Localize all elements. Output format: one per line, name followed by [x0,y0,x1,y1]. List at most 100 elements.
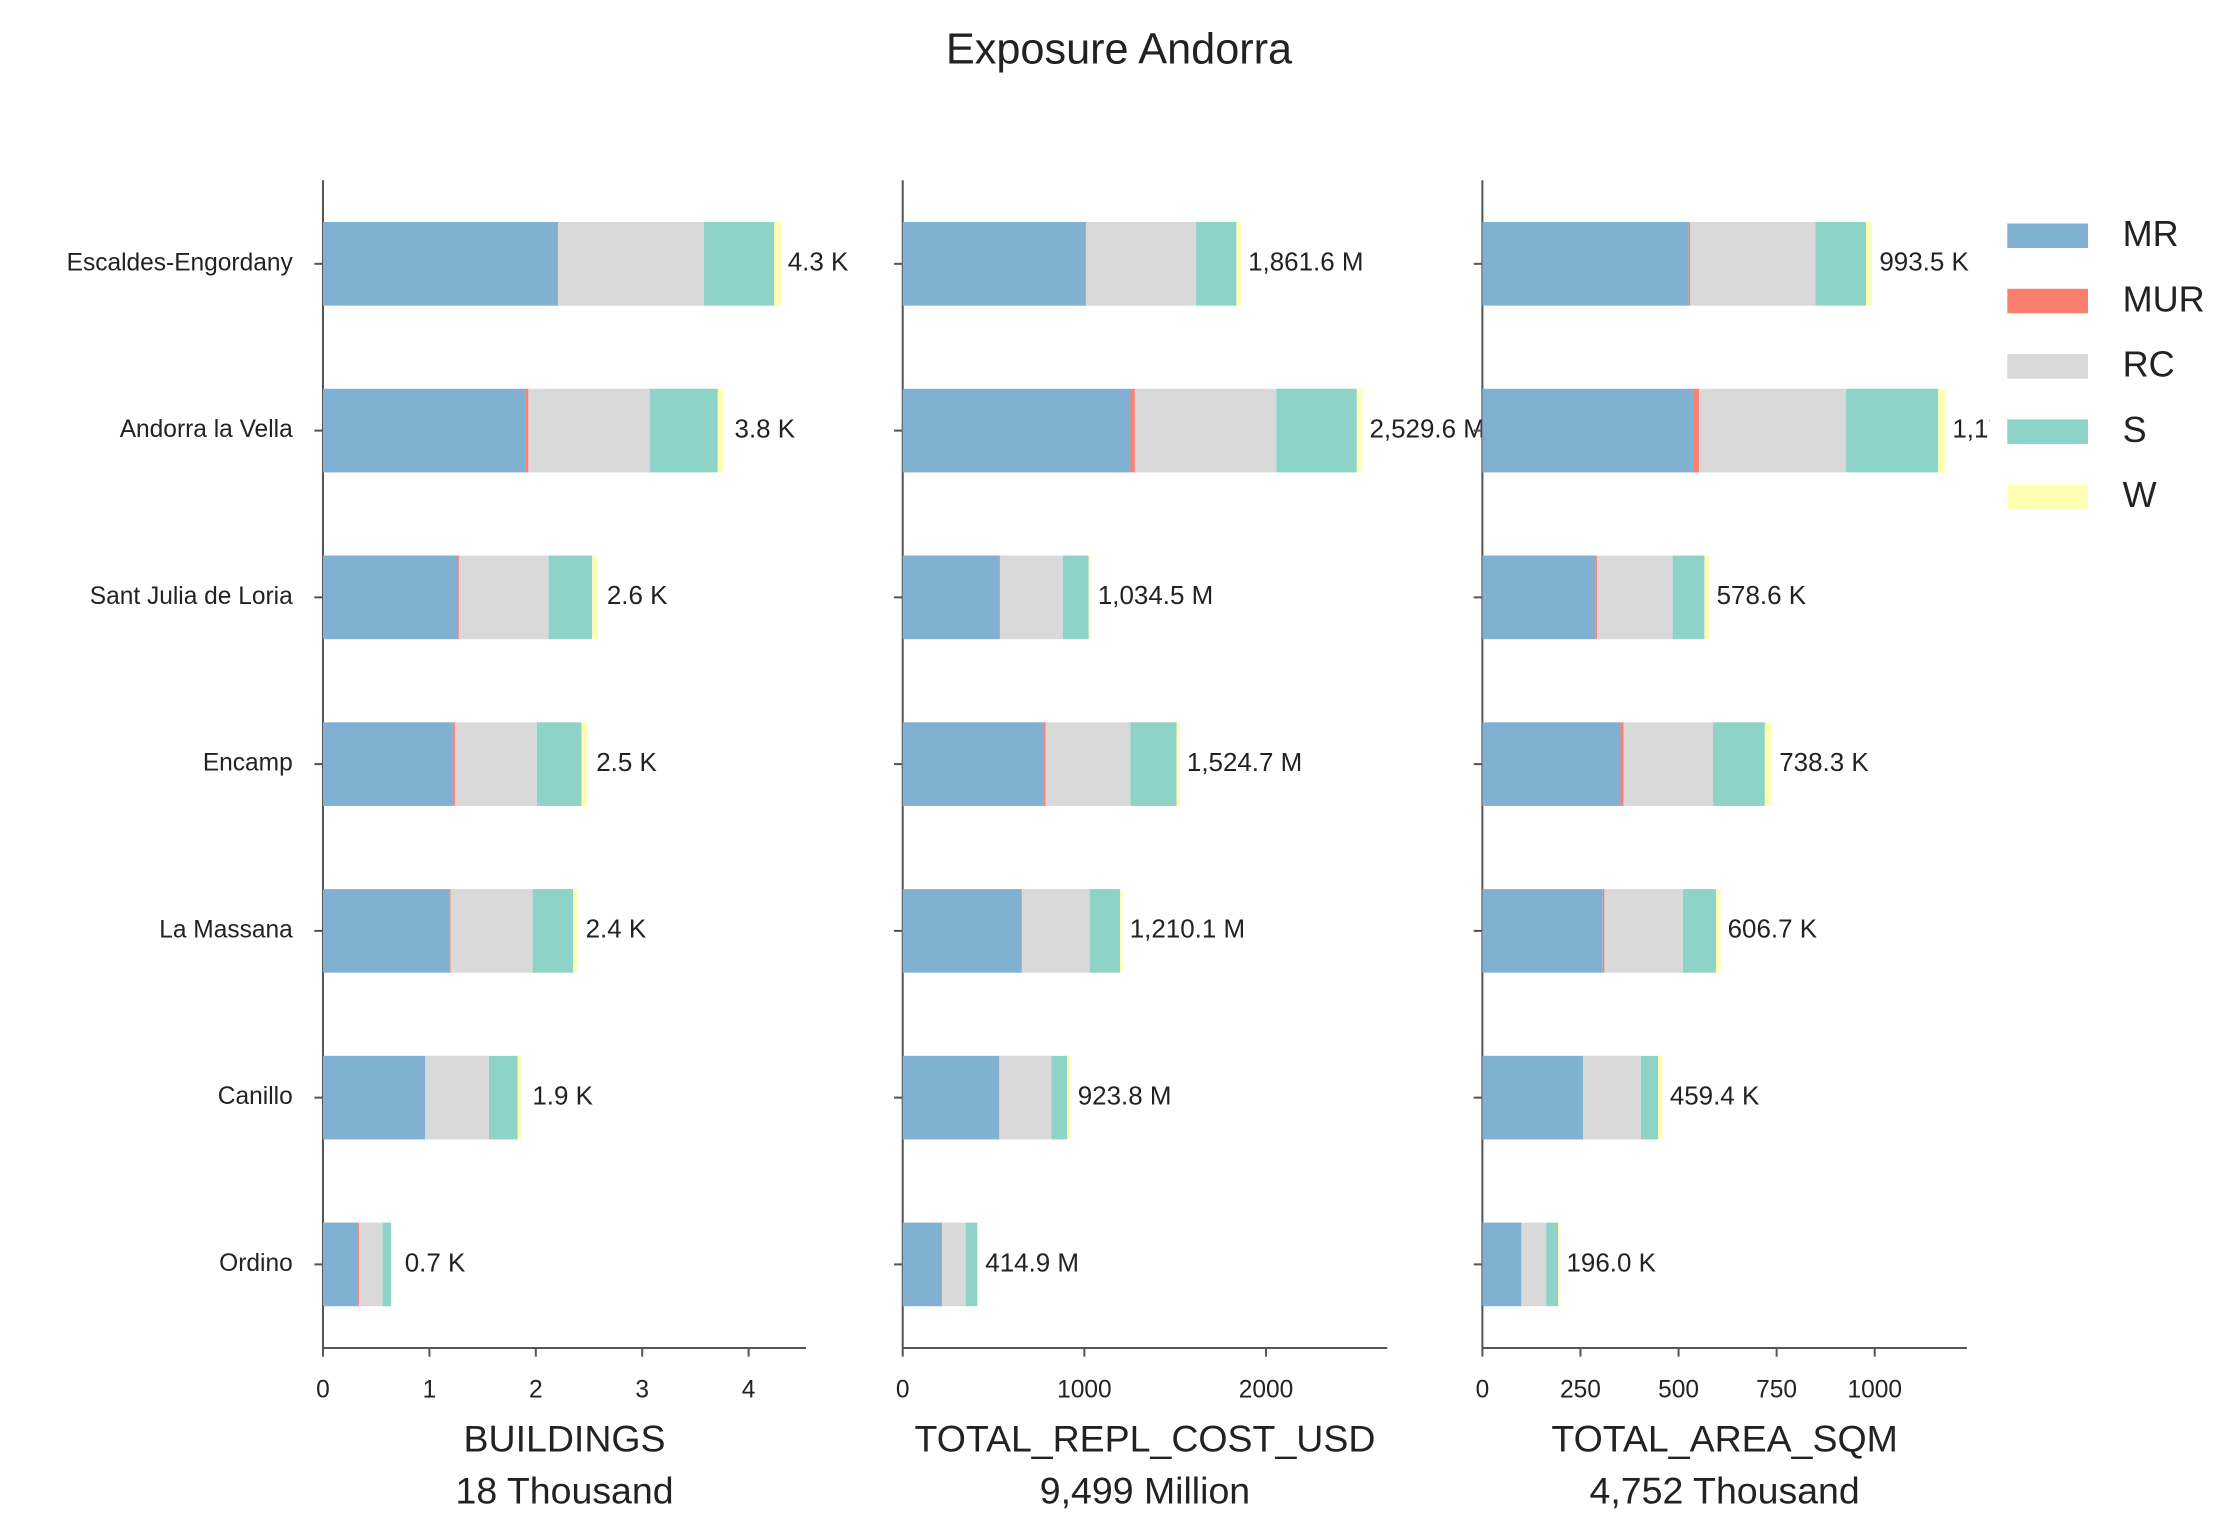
bar-segment [1521,1222,1547,1307]
x-axis-label: TOTAL_AREA_SQM [1551,1418,1897,1460]
bar-segment [1119,889,1123,973]
total-label: 459.4 K [1670,1082,1760,1110]
bar-segment [1866,222,1872,306]
bar-segment [458,555,460,640]
total-label: 1.9 K [532,1082,593,1110]
legend-swatch [2007,223,2089,248]
legend-swatch [2007,484,2089,510]
legend-swatch [2007,419,2089,444]
x-tick-label: 0 [316,1377,330,1404]
bar-segment [965,1222,978,1307]
plots: Escaldes-Engordany Andorra la Vella Sant J… [67,180,2064,1512]
x-tick-label: 2000 [1239,1377,1294,1404]
legend-label: MUR [2123,278,2205,319]
bar-segment [323,222,558,306]
total-label: 1,524.7 M [1187,749,1302,777]
x-tick-label: 0 [1476,1377,1490,1404]
total-label: 4.3 K [788,249,849,277]
total-label: 0.7 K [405,1249,466,1277]
bar-segment [1623,722,1714,806]
total-label: 414.9 M [985,1249,1079,1277]
total-label: 2.6 K [607,582,668,610]
bar-segment [1176,722,1180,806]
bar-segment [449,889,451,973]
bar-segment [1482,1055,1584,1140]
bar-segment [1051,1055,1068,1140]
bar-segment [452,722,455,806]
bar-segment [1672,555,1705,640]
bar-segment [558,222,704,306]
bar-segment [391,1222,393,1307]
bar-segment [1815,222,1867,306]
bar-segment [425,1055,490,1140]
bar-segment [1596,555,1673,640]
bar-segment [1020,889,1022,973]
bar-segment [454,722,537,806]
legend: MR MUR RC SW [1989,198,2238,528]
total-label: 738.3 K [1779,749,1869,777]
bar-segment [1583,1055,1641,1140]
bar-segment [1716,889,1721,973]
bar-segment [323,388,526,473]
total-label: 2.4 K [586,916,647,944]
bar-segment [902,889,1021,973]
legend-label: MR [2123,213,2179,254]
bar-segment [1134,388,1277,473]
bar-segment [459,555,549,640]
bar-segment [450,889,533,973]
bar-segment [1713,722,1765,806]
bar-segment [1044,722,1046,806]
bar-segment [1086,222,1197,306]
bar-segment [902,1222,942,1307]
y-tick-label: La Massana [159,916,293,943]
bar-segment [1085,222,1087,306]
bar-segment [1558,1222,1560,1307]
bar-segment [1698,388,1847,473]
bar-segment [1000,555,1063,640]
bar-segment [1938,388,1946,473]
x-tick-label: 1000 [1847,1377,1902,1404]
bar-segment [1482,555,1596,640]
bar-segment [649,388,718,473]
bar-segment [1604,889,1683,973]
legend-swatch [2007,354,2089,379]
bar-segment [548,555,593,640]
x-tick-label: 250 [1560,1377,1601,1404]
bar-segment [902,722,1045,806]
x-tick-label: 0 [896,1377,910,1404]
chart-title: Exposure Andorra [946,25,1293,73]
bar-segment [1482,722,1621,806]
y-tick-label: Ordino [219,1250,293,1277]
bar-segment [323,722,453,806]
bar-segment [525,388,529,473]
legend-label: S [2123,409,2147,450]
bar-segment [774,222,782,306]
bar-segment [323,889,450,973]
bar-segment [1764,722,1772,806]
bar-segment [941,1222,943,1307]
x-tick-label: 4 [742,1377,756,1404]
bar-segment [999,1055,1052,1140]
bar-segment [358,1222,360,1307]
y-tick-label: Andorra la Vella [120,416,293,443]
bar-segment [1088,555,1091,640]
total-label: 993.5 K [1879,249,1969,277]
bar-segment [1045,722,1131,806]
bar-segment [1682,889,1717,973]
bar-segment [1602,889,1605,973]
y-tick-label: Sant Julia de Loria [90,583,293,610]
total-label: 2.5 K [596,749,657,777]
total-label: 578.6 K [1717,582,1807,610]
x-tick-label: 1000 [1057,1377,1112,1404]
bar-segment [359,1222,383,1307]
bar-segment [717,388,724,473]
bar-segment [1482,222,1689,306]
bar-segment [1236,222,1241,306]
x-axis-sublabel: 4,752 Thousand [1590,1470,1860,1512]
bar-segment [703,222,775,306]
bar-segment [902,1055,1000,1140]
total-label: 606.7 K [1728,916,1818,944]
y-tick-label: Encamp [203,750,293,777]
legend-label: W [2123,474,2157,515]
